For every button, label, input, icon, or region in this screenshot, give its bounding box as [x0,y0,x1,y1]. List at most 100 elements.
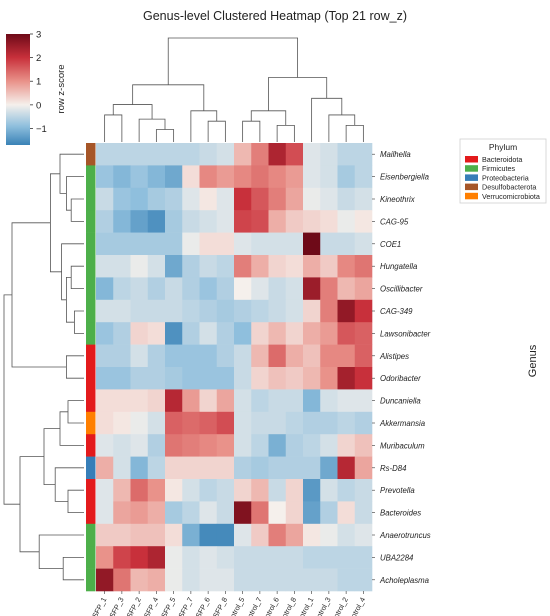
dendrogram-branch [38,534,84,569]
heatmap-cell [96,389,114,413]
heatmap-cell [216,434,235,457]
heatmap-cell [113,456,131,480]
heatmap-cell [354,210,373,233]
heatmap-cell [337,232,356,256]
heatmap-cell [285,389,304,413]
heatmap-cell [130,389,149,413]
column-labels: SFP_1SFP_3SFP_2SFP_4SFP_5SFP_7SFP_6SFP_8… [90,591,367,616]
heatmap-cell [234,187,252,211]
heatmap-cell [268,411,287,435]
heatmap-cell [268,367,287,390]
heatmap-cell [130,210,149,233]
heatmap-cell [251,411,269,435]
heatmap-cell [113,277,131,301]
row-label: COE1 [380,240,401,249]
phylum-strip-cell [86,143,96,166]
heatmap-cell [354,299,373,323]
heatmap-cell [165,568,183,592]
colorbar-gradient [6,34,30,145]
legend-swatch [465,165,478,172]
heatmap-cell [251,523,269,547]
heatmap-cell [285,344,304,368]
heatmap-cell [113,568,131,592]
dendrogram-branch [67,489,84,513]
heatmap-cell [320,299,338,323]
heatmap-cell [165,456,183,480]
heatmap-cell [285,255,304,278]
heatmap-cell [113,255,131,278]
colorbar-tick-label: 0 [36,100,41,111]
dendrogram-branch [61,243,84,301]
heatmap-cell [130,568,149,592]
heatmap-cell [337,277,356,301]
heatmap-cell [354,165,373,189]
row-label: Prevotella [380,486,415,495]
heatmap-cell [216,456,235,480]
heatmap-cell [251,210,269,233]
heatmap-cell [130,299,149,323]
heatmap-cell [147,232,166,256]
row-label: Akkermansia [379,419,426,428]
heatmap-cell [96,456,114,480]
heatmap-cell [216,367,235,390]
heatmap-cell [285,411,304,435]
column-label: Control_2 [327,596,350,616]
heatmap-cell [303,232,321,256]
heatmap-cell [182,344,200,368]
heatmap-cell [320,389,338,413]
heatmap-cell [165,501,183,525]
heatmap-cell [165,277,183,301]
heatmap-cell [130,434,149,457]
dendrogram-branch [311,97,343,142]
heatmap-cell [199,344,218,368]
heatmap-cell [285,232,304,256]
heatmap-cell [165,143,183,166]
dendrogram-branch [190,110,218,142]
heatmap-cell [337,187,356,211]
row-dendrogram [3,153,84,581]
row-label: Eisenbergiella [380,173,430,182]
heatmap-cell [96,143,114,166]
heatmap-cell [320,210,338,233]
heatmap-cell [354,277,373,301]
heatmap-cell [96,165,114,189]
heatmap-cell [96,187,114,211]
heatmap-cell [182,434,200,457]
heatmap-cell [285,187,304,211]
heatmap-cell [320,434,338,457]
heatmap-cell [199,187,218,211]
row-label: Odoribacter [380,374,421,383]
heatmap-cell [96,546,114,569]
heatmap-cell [251,322,269,345]
heatmap-cell [268,255,287,278]
heatmap-cell [303,187,321,211]
heatmap-cell [251,277,269,301]
dendrogram-branch [70,198,84,222]
row-label: Bacteroides [380,509,421,518]
heatmap-cell [96,299,114,323]
heatmap-cell [303,501,321,525]
heatmap-cell [182,210,200,233]
heatmap-cell [96,277,114,301]
heatmap-cell [147,322,166,345]
heatmap-cell [320,501,338,525]
column-label: SFP_2 [125,596,143,616]
heatmap-cell [165,344,183,368]
heatmap-cell [96,501,114,525]
phylum-strip-cell [86,434,96,457]
heatmap-cell [234,255,252,278]
heatmap-cell [182,479,200,502]
heatmap-cell [216,143,235,166]
heatmap-cell [96,568,114,592]
dendrogram-branch [66,355,84,379]
dendrogram-branch [70,265,84,289]
heatmap-cell [251,367,269,390]
heatmap-cell [130,143,149,166]
heatmap-cell [199,411,218,435]
heatmap-cell [216,165,235,189]
dendrogram-branch [250,110,287,126]
heatmap-cell [182,367,200,390]
heatmap-cell [354,568,373,592]
heatmap-cell [165,389,183,413]
heatmap-cell [96,322,114,345]
